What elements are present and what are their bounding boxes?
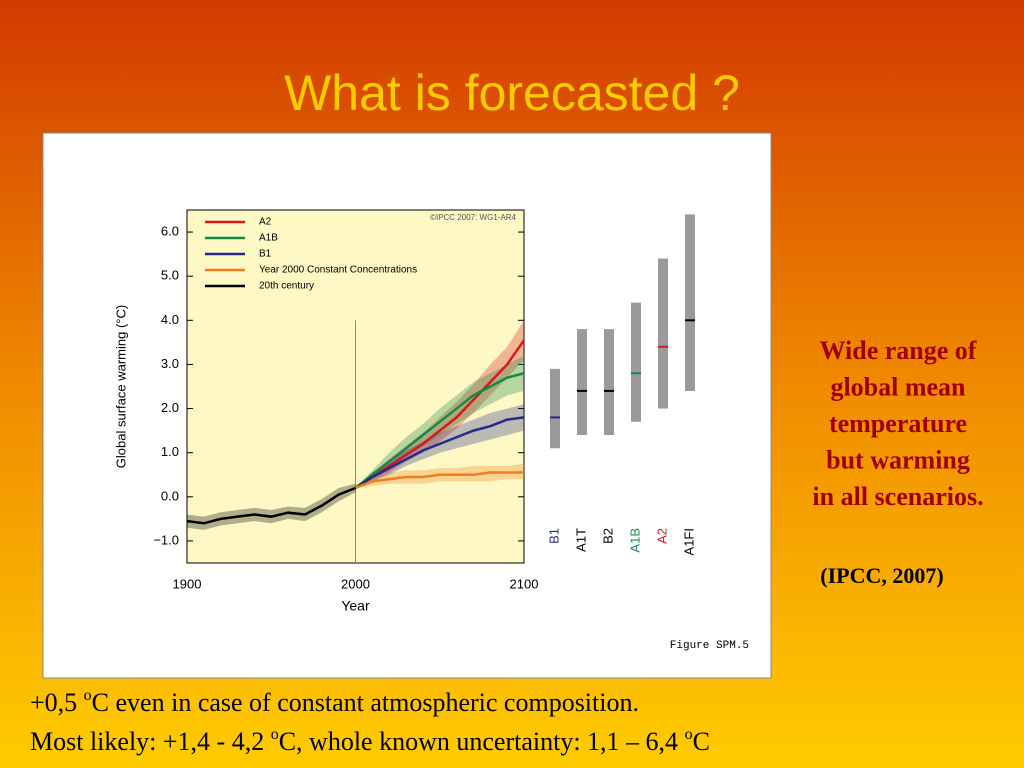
- y-tick-label: 0.0: [161, 488, 179, 503]
- scenario-label: B2: [600, 528, 615, 544]
- series-line: [354, 372, 525, 489]
- legend-label: A1B: [259, 233, 278, 244]
- range-bar: [550, 368, 560, 449]
- chart: −1.0 0.0 1.0 2.0 3.0 4.0 5.0 6.0 1900 2000 2100 Yea…: [113, 209, 696, 614]
- bottom-text: +0,5 oC even in case of constant atmosph…: [30, 687, 710, 756]
- series-line: [354, 416, 525, 490]
- text-segment: C, whole known uncertainty: 1,1 – 6,4: [279, 727, 685, 756]
- y-tick-label: 6.0: [161, 224, 179, 239]
- bottom-line: +0,5 oC even in case of constant atmosph…: [30, 687, 639, 717]
- series-line: [355, 471, 524, 490]
- scenario-label: A2: [654, 528, 669, 544]
- series-line: [186, 486, 356, 525]
- text-segment: C: [693, 727, 710, 756]
- side-text: Wide range of global mean temperature but w…: [812, 336, 983, 511]
- uncertainty-band: [355, 404, 524, 488]
- scenario-label: A1FI: [681, 528, 696, 555]
- y-tick-label: 1.0: [161, 444, 179, 459]
- scenario-label: A1B: [627, 528, 642, 553]
- side-text-line: Wide range of: [820, 336, 977, 365]
- range-bar: [685, 214, 695, 391]
- text-segment: +0,5: [30, 688, 84, 717]
- citation: (IPCC, 2007): [820, 563, 943, 588]
- slide-title: What is forecasted ?: [284, 65, 740, 121]
- x-tick-label: 2100: [510, 576, 539, 591]
- range-bar: [631, 302, 641, 422]
- scenario-label: A1T: [573, 528, 588, 552]
- legend-label: Year 2000 Constant Concentrations: [259, 265, 417, 276]
- x-tick-label: 2000: [341, 576, 370, 591]
- text-segment: Most likely: +1,4 - 4,2: [30, 727, 271, 756]
- side-text-line: temperature: [829, 409, 967, 438]
- range-bar: [604, 329, 614, 436]
- y-tick-label: 4.0: [161, 312, 179, 327]
- y-tick-label: 5.0: [161, 268, 179, 283]
- side-text-line: but warming: [826, 445, 970, 474]
- bottom-line: Most likely: +1,4 - 4,2 oC, whole known …: [30, 726, 710, 756]
- x-tick-label: 1900: [173, 576, 202, 591]
- superscript: o: [271, 726, 279, 743]
- side-text-line: in all scenarios.: [812, 482, 983, 511]
- superscript: o: [84, 687, 92, 704]
- copyright: ©IPCC 2007: WG1-AR4: [430, 213, 516, 222]
- side-text-line: global mean: [830, 372, 966, 401]
- y-tick-label: 3.0: [161, 356, 179, 371]
- y-axis-label: Global surface warming (°C): [113, 305, 128, 468]
- series-line: [354, 339, 526, 490]
- text-segment: C even in case of constant atmospheric c…: [92, 688, 639, 717]
- range-bar: [577, 329, 587, 436]
- range-bar: [658, 258, 668, 409]
- legend-label: A2: [259, 217, 272, 228]
- scenario-label: B1: [546, 528, 561, 544]
- y-tick-label: 2.0: [161, 400, 179, 415]
- legend-label: B1: [259, 249, 272, 260]
- y-tick-label: −1.0: [153, 532, 179, 547]
- legend-label: 20th century: [259, 281, 314, 292]
- figure-caption: Figure SPM.5: [670, 640, 749, 652]
- x-axis-label: Year: [341, 598, 370, 614]
- superscript: o: [685, 726, 693, 743]
